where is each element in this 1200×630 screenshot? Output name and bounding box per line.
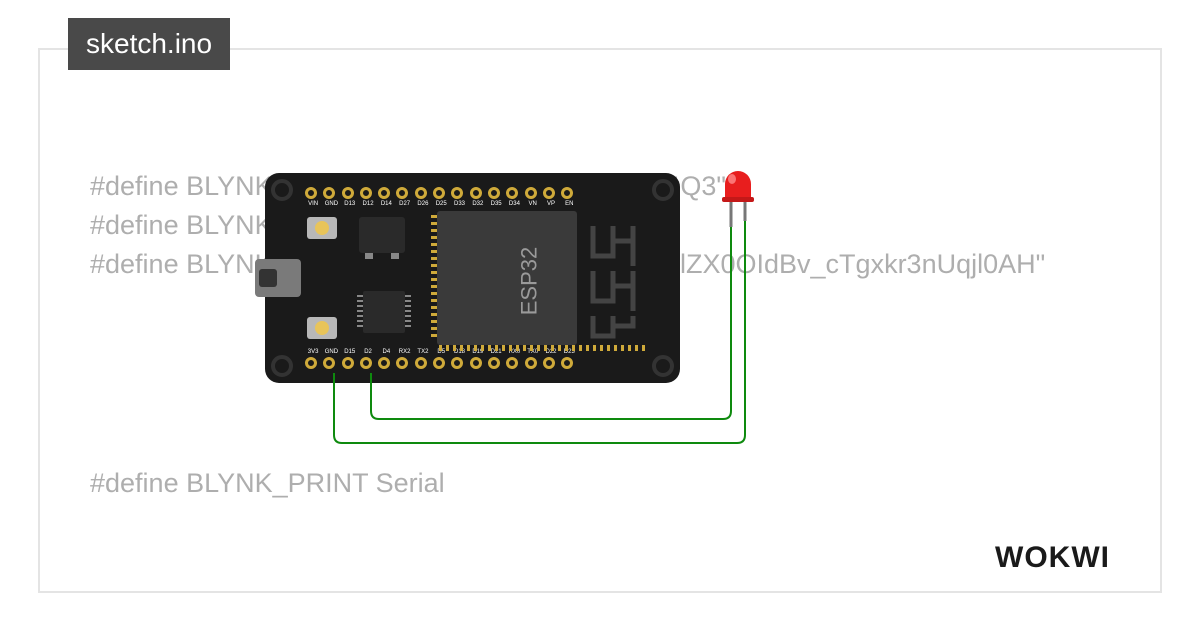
led-component[interactable] [720, 169, 756, 234]
filename-label: sketch.ino [86, 28, 212, 59]
pin-en[interactable] [561, 187, 573, 199]
pin-vin[interactable] [305, 187, 317, 199]
wifi-antenna [583, 211, 651, 345]
pin-tx2[interactable] [415, 357, 427, 369]
pin-d13[interactable] [342, 187, 354, 199]
pin-gnd[interactable] [323, 187, 335, 199]
pin-label: VN [525, 201, 541, 207]
pin-tx0[interactable] [525, 357, 537, 369]
pin-label: RX2 [396, 349, 412, 355]
pin-vp[interactable] [543, 187, 555, 199]
reset-button[interactable] [307, 217, 337, 239]
pin-label: GND [323, 349, 339, 355]
pin-d2[interactable] [360, 357, 372, 369]
pin-d14[interactable] [378, 187, 390, 199]
pin-label: 3V3 [305, 349, 321, 355]
pin-rx2[interactable] [396, 357, 408, 369]
usb-port [255, 259, 301, 297]
filename-tab[interactable]: sketch.ino [68, 18, 230, 70]
pin-d15[interactable] [342, 357, 354, 369]
esp32-shield [437, 211, 577, 345]
pin-d27[interactable] [396, 187, 408, 199]
pin-label: VIN [305, 201, 321, 207]
pin-label: D2 [360, 349, 376, 355]
pin-label: D15 [342, 349, 358, 355]
pin-d23[interactable] [561, 357, 573, 369]
wokwi-logo[interactable]: WOKWI [995, 537, 1145, 582]
pin-d33[interactable] [451, 187, 463, 199]
pin-labels-top: VINGNDD13D12D14D27D26D25D33D32D35D34VNVP… [305, 201, 577, 207]
pin-d34[interactable] [506, 187, 518, 199]
esp32-board[interactable]: VINGNDD13D12D14D27D26D25D33D32D35D34VNVP… [265, 173, 680, 383]
pin-label: EN [561, 201, 577, 207]
pin-label: D27 [396, 201, 412, 207]
pin-d26[interactable] [415, 187, 427, 199]
pin-label: D35 [488, 201, 504, 207]
pin-d35[interactable] [488, 187, 500, 199]
pin-d18[interactable] [451, 357, 463, 369]
pin-vn[interactable] [525, 187, 537, 199]
boot-button[interactable] [307, 317, 337, 339]
pin-label: D13 [342, 201, 358, 207]
pin-d32[interactable] [470, 187, 482, 199]
pin-rx0[interactable] [506, 357, 518, 369]
mounting-hole [652, 179, 674, 201]
pin-3v3[interactable] [305, 357, 317, 369]
pin-d4[interactable] [378, 357, 390, 369]
pin-label: D32 [470, 201, 486, 207]
mounting-hole [271, 355, 293, 377]
pin-gnd[interactable] [323, 357, 335, 369]
code-line-4: #define BLYNK_PRINT Serial [90, 468, 445, 498]
pin-d21[interactable] [488, 357, 500, 369]
usb-serial-chip [363, 291, 405, 333]
pin-label: VP [543, 201, 559, 207]
pin-label: D34 [506, 201, 522, 207]
chip-label: ESP32 [516, 247, 542, 316]
mounting-hole [652, 355, 674, 377]
pin-label: D12 [360, 201, 376, 207]
pin-label: D4 [378, 349, 394, 355]
pin-d12[interactable] [360, 187, 372, 199]
voltage-regulator [359, 217, 405, 253]
module-pads-bottom [439, 345, 649, 351]
pin-d22[interactable] [543, 357, 555, 369]
logo-text: WOKWI [995, 541, 1110, 574]
pin-label: D33 [451, 201, 467, 207]
pin-label: GND [323, 201, 339, 207]
pin-label: D26 [415, 201, 431, 207]
pin-label: D14 [378, 201, 394, 207]
mounting-hole [271, 179, 293, 201]
pin-header-bottom [305, 357, 573, 369]
pin-d19[interactable] [470, 357, 482, 369]
circuit-diagram[interactable]: VINGNDD13D12D14D27D26D25D33D32D35D34VNVP… [265, 173, 865, 453]
pin-header-top [305, 187, 573, 199]
pin-d25[interactable] [433, 187, 445, 199]
pin-label: D25 [433, 201, 449, 207]
pin-label: TX2 [415, 349, 431, 355]
pin-d5[interactable] [433, 357, 445, 369]
